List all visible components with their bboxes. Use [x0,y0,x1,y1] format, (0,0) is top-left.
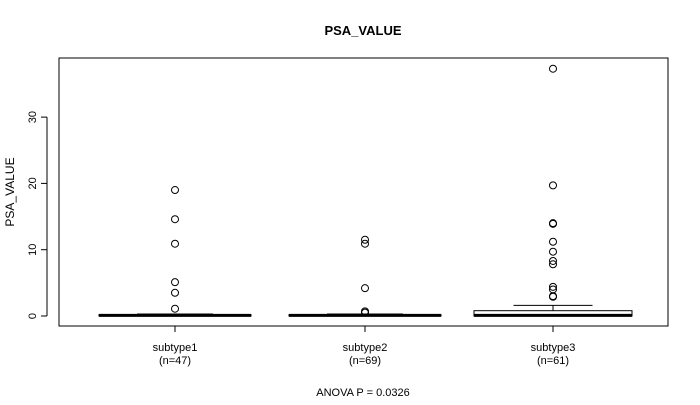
outlier-point [171,215,179,224]
y-tick-label: 20 [27,177,39,189]
outlier-point [171,278,179,287]
outlier-point [549,237,557,246]
x-axis: subtype1(n=47) subtype2(n=69) subtype3(n=6… [153,326,576,367]
x-tick-n-label: (n=69) [349,355,381,367]
y-tick-label: 30 [27,111,39,123]
x-tick-n-label: (n=47) [159,355,191,367]
outlier-point [549,256,557,265]
outlier-point [549,181,557,190]
outlier-point [549,292,557,301]
x-tick-label: subtype1 [153,342,198,354]
outlier-point [361,239,369,248]
plot-frame [58,57,669,327]
outlier-point [171,239,179,248]
outlier-point [549,64,557,73]
x-tick-n-label: (n=61) [537,355,569,367]
outlier-point [549,282,557,291]
outlier-point [361,308,369,317]
outlier-point [361,284,369,293]
x-axis-label: ANOVA P = 0.0326 [316,387,409,399]
outlier-point [171,288,179,297]
outlier-point [549,247,557,256]
outlier-point [171,304,179,313]
box-subtype1 [98,186,252,317]
outlier-point [171,186,179,195]
outlier-point [549,219,557,228]
y-axis: 0 10 20 30 [27,111,48,319]
box-subtype2 [288,235,442,317]
chart-title: PSA_VALUE [324,23,401,38]
outlier-point [361,235,369,244]
box-subtype3 [473,64,633,317]
y-tick-label: 10 [27,244,39,256]
x-tick-label: subtype3 [531,342,576,354]
boxes [98,64,633,317]
outlier-point [549,260,557,269]
x-tick-label: subtype2 [343,342,388,354]
y-tick-label: 0 [27,313,39,319]
y-axis-label: PSA_VALUE [3,157,17,226]
